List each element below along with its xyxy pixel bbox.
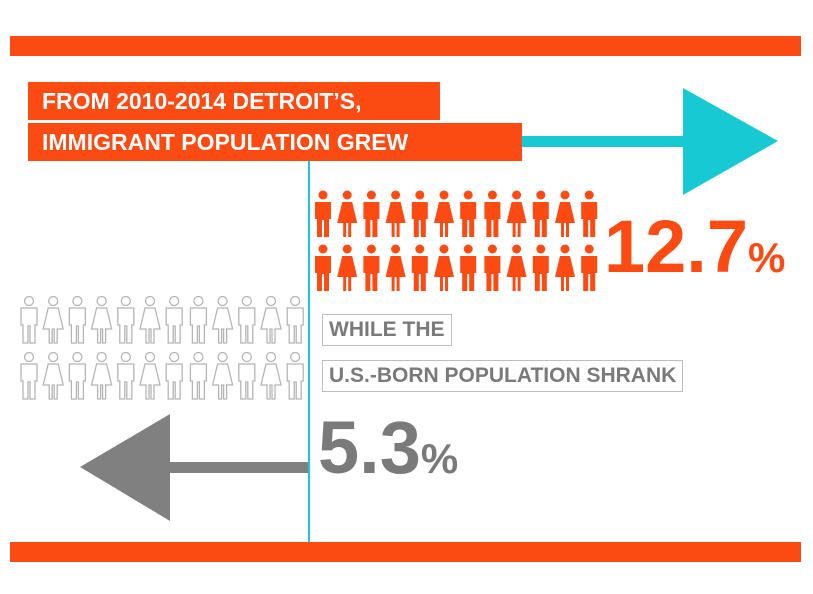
man-icon xyxy=(286,296,304,344)
man-icon xyxy=(165,296,183,344)
man-icon xyxy=(581,190,598,237)
usborn-decline-value: 5.3 xyxy=(318,406,421,489)
woman-icon xyxy=(211,296,234,344)
woman-icon xyxy=(506,190,527,237)
man-icon xyxy=(315,244,331,291)
man-icon xyxy=(189,352,208,400)
man-icon xyxy=(411,190,428,237)
man-icon xyxy=(165,352,183,400)
top-border-bar xyxy=(10,36,801,56)
immigrant-growth-figure: 12.7% xyxy=(604,207,785,298)
man-icon xyxy=(363,244,380,291)
man-icon xyxy=(363,190,380,237)
man-icon xyxy=(411,244,428,291)
usborn-label-line-2: U.S.-BORN POPULATION SHRANK xyxy=(322,360,684,392)
immigrant-growth-unit: % xyxy=(748,234,786,281)
woman-icon xyxy=(260,352,282,400)
woman-icon xyxy=(139,352,161,400)
woman-icon xyxy=(42,296,65,344)
man-icon xyxy=(117,352,135,400)
man-icon xyxy=(20,352,38,400)
woman-icon xyxy=(385,190,406,237)
headline-line-2: IMMIGRANT POPULATION GREW xyxy=(28,123,522,161)
headline-line-1: FROM 2010-2014 DETROIT’S, xyxy=(28,82,440,120)
usborn-people-row-2 xyxy=(18,352,308,400)
man-icon xyxy=(532,244,549,291)
woman-icon xyxy=(90,352,113,400)
man-icon xyxy=(20,296,38,344)
man-icon xyxy=(68,352,87,400)
center-divider-line xyxy=(308,128,310,542)
man-icon xyxy=(315,190,331,237)
usborn-decline-unit: % xyxy=(420,435,459,482)
man-icon xyxy=(238,352,256,400)
woman-icon xyxy=(337,190,358,237)
man-icon xyxy=(238,296,256,344)
woman-icon xyxy=(555,190,575,237)
woman-icon xyxy=(42,352,65,400)
man-icon xyxy=(484,190,501,237)
woman-icon xyxy=(90,296,113,344)
usborn-decline-figure: 5.3% xyxy=(318,408,458,499)
woman-icon xyxy=(434,244,454,291)
bottom-border-bar xyxy=(10,542,801,562)
man-icon xyxy=(460,190,477,237)
woman-icon xyxy=(434,190,454,237)
man-icon xyxy=(189,296,208,344)
man-icon xyxy=(581,244,598,291)
usborn-people-row-1 xyxy=(18,296,308,344)
man-icon xyxy=(117,296,135,344)
woman-icon xyxy=(260,296,282,344)
usborn-label-line-1: WHILE THE xyxy=(322,314,452,346)
growth-arrow-right-icon xyxy=(520,88,778,195)
woman-icon xyxy=(385,244,406,291)
immigrant-people-row-2 xyxy=(312,244,602,292)
immigrant-people-row-1 xyxy=(312,190,602,238)
woman-icon xyxy=(555,244,575,291)
immigrant-growth-value: 12.7 xyxy=(604,205,749,288)
woman-icon xyxy=(337,244,358,291)
shrink-arrow-left-icon xyxy=(80,414,308,521)
woman-icon xyxy=(211,352,234,400)
man-icon xyxy=(286,352,304,400)
woman-icon xyxy=(139,296,161,344)
man-icon xyxy=(484,244,501,291)
man-icon xyxy=(532,190,549,237)
man-icon xyxy=(460,244,477,291)
man-icon xyxy=(68,296,87,344)
woman-icon xyxy=(506,244,527,291)
